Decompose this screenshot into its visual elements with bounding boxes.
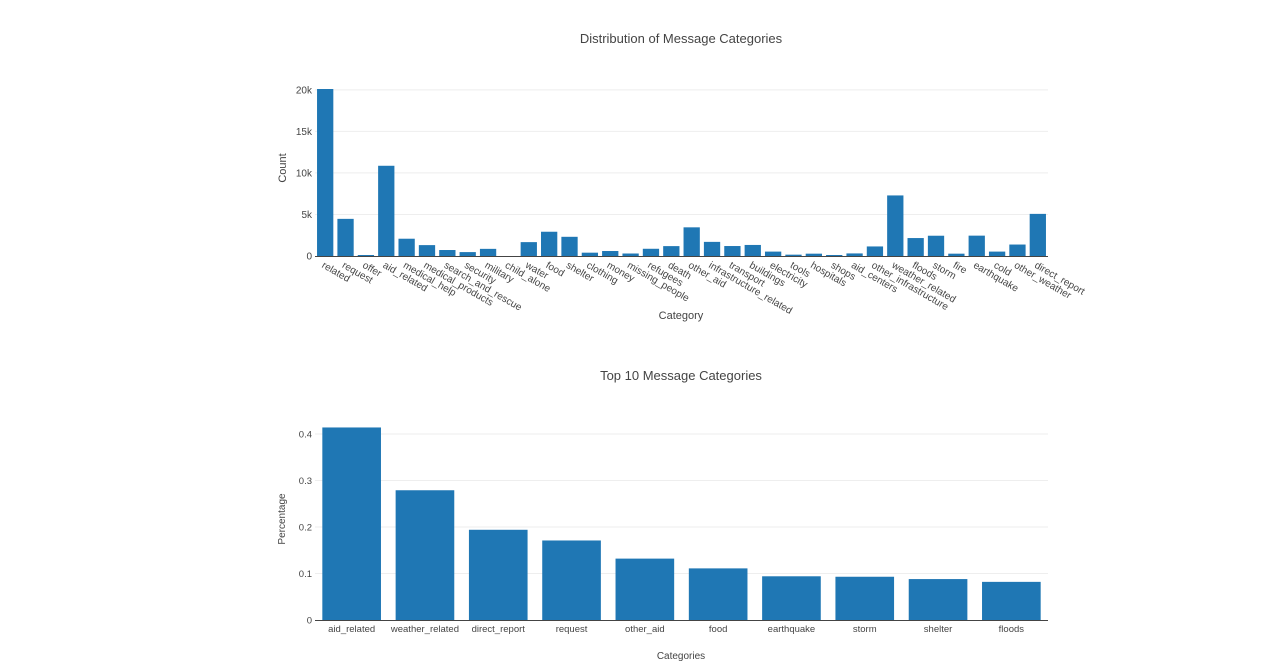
bar-shelter [561, 236, 578, 256]
bar-aid_related [322, 427, 381, 620]
chart-title: Distribution of Message Categories [580, 31, 783, 46]
bar-floods [982, 581, 1041, 620]
bar-search_and_rescue [439, 250, 456, 256]
gridlines [315, 89, 1048, 257]
bar-related [317, 89, 334, 256]
y-axis-ticks: 0 5k 10k 15k 20k [296, 85, 313, 262]
bar-cold [988, 251, 1006, 256]
y-tick-label: 0 [306, 252, 312, 263]
x-tick-label: aid_related [328, 624, 375, 635]
y-tick-label: 0.3 [299, 476, 312, 487]
bar-weather_related [887, 195, 904, 256]
x-axis-title: Categories [657, 651, 705, 662]
x-tick-label: floods [999, 624, 1025, 635]
chart-title: Top 10 Message Categories [600, 368, 762, 383]
x-tick-label: request [556, 624, 588, 635]
bars [317, 89, 1046, 256]
y-tick-label: 0.1 [299, 569, 312, 580]
x-tick-label: other_aid [625, 624, 665, 635]
y-axis-title: Percentage [277, 493, 288, 545]
bar-storm [835, 576, 895, 620]
bar-food [688, 568, 748, 620]
bar-clothing [581, 252, 599, 256]
bar-request [337, 218, 354, 256]
x-tick-label: storm [853, 624, 877, 635]
x-tick-label: earthquake [768, 624, 816, 635]
bar-hospitals [805, 253, 822, 256]
x-tick-label: shelter [924, 624, 953, 635]
x-axis-ticks: relatedrequestofferaid_relatedmedical_he… [320, 260, 1087, 317]
bar-direct_report [468, 529, 528, 620]
bar-aid_related [378, 165, 395, 256]
y-tick-label: 20k [296, 85, 313, 96]
bar-fire [948, 253, 965, 256]
bar-storm [927, 235, 945, 256]
bar-medical_help [398, 238, 415, 256]
bar-death [663, 246, 680, 256]
top10-chart: Top 10 Message Categories 00.10.20.30.4 … [277, 368, 1048, 662]
bar-offer [357, 255, 375, 256]
bar-tools [785, 254, 802, 256]
x-axis-title: Category [659, 310, 704, 322]
distribution-chart: Distribution of Message Categories 0 5k 10… [277, 31, 1087, 322]
bar-floods [907, 238, 924, 256]
x-tick-label: weather_related [390, 624, 459, 635]
y-tick-label: 5k [301, 210, 313, 221]
y-axis-title: Count [277, 153, 289, 182]
bar-buildings [744, 244, 761, 256]
y-tick-label: 0 [307, 616, 312, 627]
bar-water [520, 242, 537, 256]
bar-weather_related [395, 490, 455, 620]
bar-other_aid [683, 227, 700, 256]
bar-money [602, 251, 619, 256]
bar-direct_report [1029, 213, 1046, 256]
gridlines [315, 433, 1048, 621]
y-tick-label: 15k [296, 127, 313, 138]
bar-missing_people [622, 253, 639, 256]
bar-transport [724, 246, 741, 256]
bar-other_infrastructure [866, 246, 884, 256]
bar-earthquake [968, 235, 985, 256]
x-tick-label: food [709, 624, 728, 635]
bar-security [459, 252, 476, 256]
y-tick-label: 0.2 [299, 522, 312, 533]
bar-infrastructure_related [703, 241, 721, 256]
y-tick-label: 0.4 [299, 429, 312, 440]
bar-food [541, 231, 558, 256]
x-tick-label: direct_report [472, 624, 526, 635]
bar-other_weather [1009, 244, 1026, 256]
bars [322, 427, 1041, 620]
bar-other_aid [615, 558, 675, 620]
bar-aid_centers [846, 253, 863, 256]
bar-shelter [908, 579, 968, 620]
bar-medical_products [418, 245, 436, 256]
bar-shops [826, 255, 843, 256]
bar-electricity [764, 251, 782, 256]
y-tick-label: 10k [296, 168, 313, 179]
bar-request [542, 540, 601, 620]
bar-refugees [642, 248, 660, 256]
bar-military [479, 248, 497, 256]
x-axis-ticks: aid_related weather_related direct_report r… [328, 624, 1024, 635]
bar-earthquake [762, 576, 821, 620]
y-axis-ticks: 0 0.1 0.2 0.3 0.4 [299, 429, 312, 626]
